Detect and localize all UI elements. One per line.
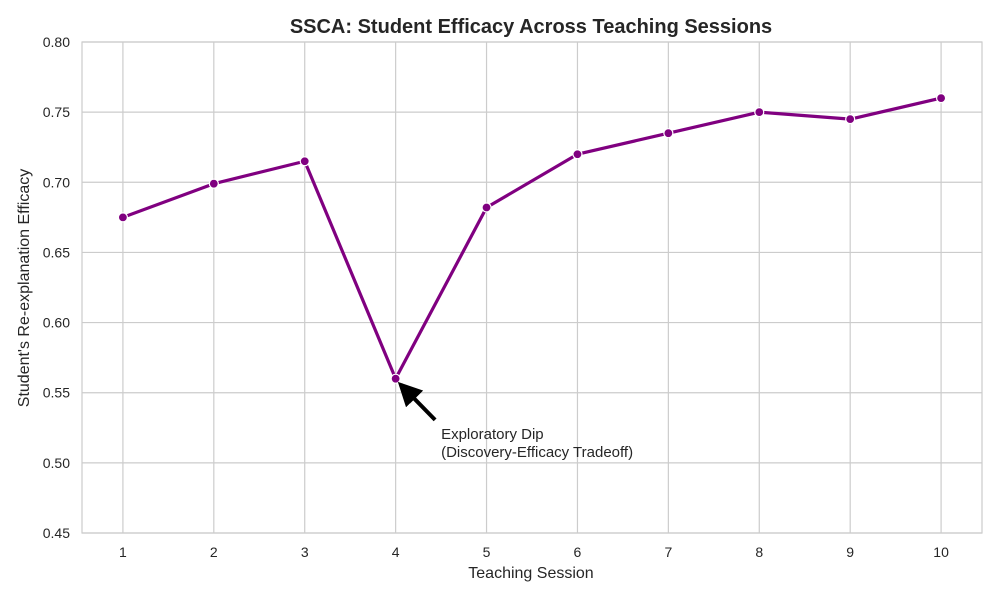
x-tick-label: 8	[755, 544, 763, 560]
x-tick-label: 7	[664, 544, 672, 560]
plot-frame	[81, 41, 983, 534]
data-point	[481, 202, 492, 213]
data-point	[390, 373, 401, 384]
y-tick-label: 0.55	[43, 385, 70, 401]
x-tick-label: 10	[933, 544, 949, 560]
annotation-text-line1: Exploratory Dip	[441, 426, 544, 443]
series-layer	[117, 93, 947, 384]
data-point	[663, 128, 674, 139]
data-point	[845, 114, 856, 125]
data-point	[117, 212, 129, 223]
data-point	[208, 178, 219, 189]
series-line	[121, 96, 943, 381]
x-tick-label: 2	[210, 544, 218, 560]
x-tick-label: 6	[574, 544, 582, 560]
x-tick-label: 1	[119, 544, 127, 560]
x-axis-ticks: 1 2 3 4 5 6 7 8 9 10	[119, 544, 949, 560]
y-tick-label: 0.45	[43, 525, 70, 541]
data-point	[935, 93, 947, 104]
x-tick-label: 3	[301, 544, 309, 560]
y-axis-ticks: 0.45 0.50 0.55 0.60 0.65 0.70 0.75 0.80	[43, 34, 70, 541]
y-tick-label: 0.80	[43, 34, 70, 50]
x-tick-label: 4	[392, 544, 400, 560]
data-point	[754, 107, 765, 118]
y-tick-label: 0.65	[43, 244, 70, 260]
y-tick-label: 0.75	[43, 104, 70, 120]
y-tick-label: 0.50	[43, 455, 70, 471]
x-tick-label: 5	[483, 544, 491, 560]
data-point	[299, 156, 310, 167]
data-point	[572, 149, 583, 160]
y-tick-label: 0.70	[43, 174, 70, 190]
x-axis-label: Teaching Session	[468, 565, 593, 582]
y-axis-label: Student's Re-explanation Efficacy	[16, 169, 33, 407]
chart-title: SSCA: Student Efficacy Across Teaching S…	[290, 16, 772, 38]
x-tick-label: 9	[846, 544, 854, 560]
annotation-arrow	[397, 381, 437, 422]
y-tick-label: 0.60	[43, 315, 70, 331]
annotation-layer: Exploratory Dip(Discovery-Efficacy Trade…	[397, 381, 633, 461]
annotation-text-line2: (Discovery-Efficacy Tradeoff)	[441, 444, 633, 461]
